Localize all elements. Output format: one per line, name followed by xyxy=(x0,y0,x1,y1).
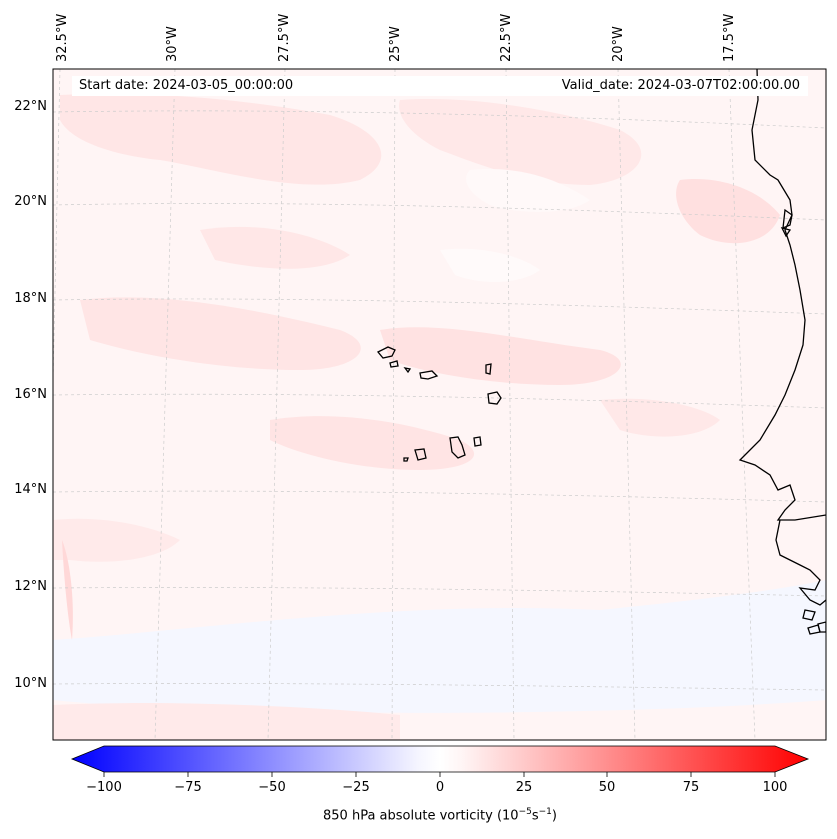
map-frame xyxy=(52,68,827,741)
lon-label-22-5w: 22.5°W xyxy=(499,13,514,62)
lat-label-16n: 16°N xyxy=(14,387,47,402)
colorbar-tick-label: −75 xyxy=(174,780,202,795)
bijagos-1 xyxy=(802,609,816,621)
island-sal xyxy=(485,363,492,375)
lon-label-17-5w: 17.5°W xyxy=(722,13,737,62)
patch-northeast xyxy=(676,179,780,244)
gridline-lon-20 xyxy=(617,69,636,740)
patch-west-streak xyxy=(62,540,73,640)
gridline-lat-10 xyxy=(53,683,826,691)
gridline-lon-25 xyxy=(391,69,396,740)
colorbar-tick-label: 75 xyxy=(682,780,700,795)
blue-band-south xyxy=(53,580,826,713)
gridline-lat-18 xyxy=(53,298,826,315)
island-santiago xyxy=(449,436,466,459)
colorbar xyxy=(70,745,810,777)
coastlines xyxy=(376,69,826,635)
lon-label-32-5w: 32.5°W xyxy=(55,13,70,62)
colorbar-title: 850 hPa absolute vorticity (10−5s−1) xyxy=(323,807,557,824)
lon-label-27-5w: 27.5°W xyxy=(277,13,292,62)
island-sao-vicente xyxy=(389,360,399,368)
gridline-lon-225 xyxy=(505,69,515,740)
lat-label-18n: 18°N xyxy=(14,291,47,306)
gridline-lat-16 xyxy=(53,393,826,409)
island-santo-antao xyxy=(376,346,396,359)
white-patch-1 xyxy=(466,169,590,212)
vorticity-field xyxy=(53,69,826,740)
small-coast-island xyxy=(780,227,792,238)
colorbar-tick-label: −100 xyxy=(86,780,122,795)
colorbar-body xyxy=(70,745,810,773)
colorbar-tick-label: −25 xyxy=(342,780,370,795)
colorbar-tick-label: 0 xyxy=(435,780,445,795)
patch-middle-2 xyxy=(380,327,621,385)
gridline-lon-275 xyxy=(267,69,286,740)
start-date-label: Start date: 2024-03-05_00:00:00 xyxy=(79,78,294,93)
date-header xyxy=(72,76,808,96)
patch-west-1 xyxy=(53,518,180,562)
bijagos-3 xyxy=(817,621,826,633)
patch-north-1 xyxy=(60,93,382,185)
patch-middle-1 xyxy=(80,297,361,370)
lon-label-20w: 20°W xyxy=(611,26,626,62)
white-patch-2 xyxy=(440,248,540,282)
colorbar-tick-label: −50 xyxy=(258,780,286,795)
cap-vert-peninsula xyxy=(782,208,793,230)
patch-north-2 xyxy=(399,99,642,185)
gridline-lat-14 xyxy=(53,490,826,503)
gridline-lat-20 xyxy=(53,203,826,221)
lon-label-30w: 30°W xyxy=(165,26,180,62)
graticule xyxy=(53,69,826,740)
patch-islands xyxy=(270,416,475,470)
africa-coast xyxy=(738,69,826,521)
lat-label-14n: 14°N xyxy=(14,482,47,497)
island-brava xyxy=(403,457,409,462)
island-maio xyxy=(473,436,482,447)
lat-label-10n: 10°N xyxy=(14,676,47,691)
island-fogo xyxy=(414,448,427,461)
gridline-lon-30 xyxy=(154,69,176,740)
guinea-bissau-coast xyxy=(775,519,826,606)
red-patch-southwest xyxy=(53,703,400,740)
island-santa-luzia xyxy=(403,367,412,374)
gridline-lon-175 xyxy=(728,69,756,740)
gridline-lat-22 xyxy=(53,110,826,129)
island-boa-vista xyxy=(487,391,502,405)
patch-east-1 xyxy=(600,398,720,437)
colorbar-ticks xyxy=(103,772,776,777)
lat-label-12n: 12°N xyxy=(14,579,47,594)
valid-date-label: Valid_date: 2024-03-07T02:00:00.00 xyxy=(561,78,800,93)
lat-label-22n: 22°N xyxy=(14,99,47,114)
island-sao-nicolau xyxy=(419,370,439,380)
colorbar-tick-label: 50 xyxy=(598,780,616,795)
gridline-lat-12 xyxy=(53,587,826,597)
colorbar-tick-label: 25 xyxy=(515,780,533,795)
colorbar-tick-label: 100 xyxy=(762,780,788,795)
lon-label-25w: 25°W xyxy=(388,26,403,62)
lat-label-20n: 20°N xyxy=(14,194,47,209)
patch-middle-3 xyxy=(200,226,350,269)
